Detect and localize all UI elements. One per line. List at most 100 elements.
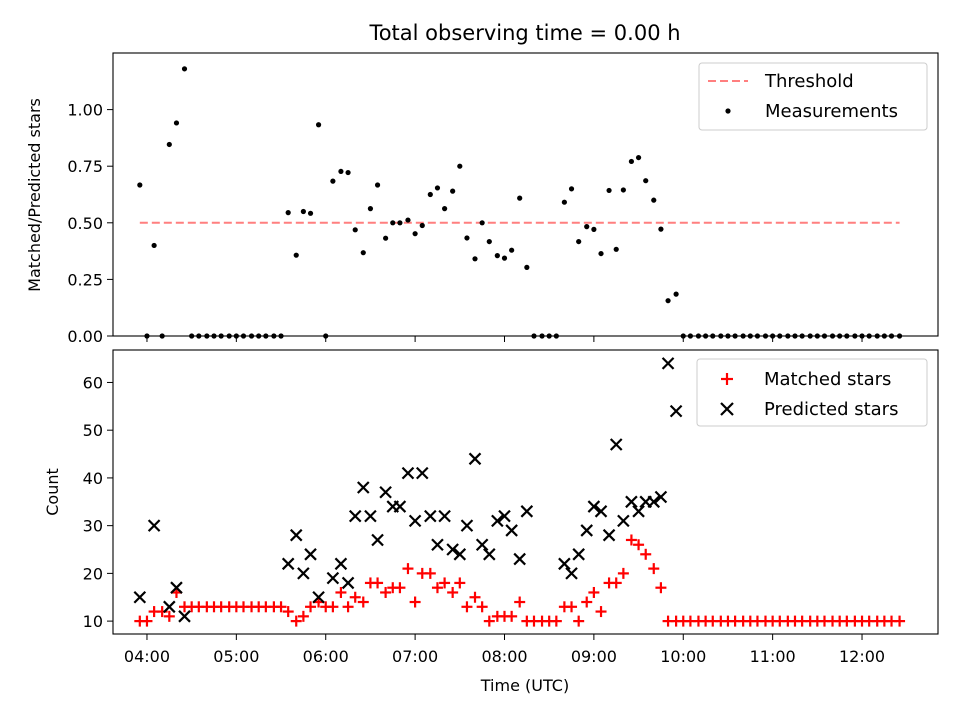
- matched-star-marker: [506, 610, 518, 622]
- measurement-point: [293, 252, 299, 258]
- bottom-x-tick-label: 05:00: [213, 647, 259, 666]
- bottom-x-tick-label: 11:00: [750, 647, 796, 666]
- predicted-star-marker: [558, 557, 571, 571]
- measurement-point: [509, 247, 515, 253]
- measurement-point: [352, 227, 358, 233]
- measurement-point: [472, 256, 478, 262]
- matched-star-marker: [633, 539, 645, 551]
- matched-star-marker: [454, 577, 466, 589]
- bottom-y-axis: 10 20 30 40 50 60: [83, 373, 113, 631]
- predicted-star-marker: [594, 505, 608, 518]
- bottom-panel: 10 20 30 40 50 60 04:00 05:00 06:00 07:00 08:00 09…: [43, 349, 939, 695]
- measurement-point: [315, 122, 322, 128]
- predicted-star-marker: [513, 552, 526, 566]
- predicted-stars-layer: [133, 357, 683, 623]
- measurement-point: [173, 120, 180, 126]
- predicted-star-marker: [297, 567, 310, 580]
- top-y-tick-label: 0.50: [67, 214, 103, 233]
- measurement-point: [338, 168, 344, 175]
- predicted-star-marker: [379, 485, 392, 499]
- matched-star-marker: [424, 567, 436, 579]
- measurement-point: [390, 220, 396, 226]
- matched-star-marker: [894, 615, 906, 627]
- predicted-star-marker: [408, 514, 422, 528]
- measurement-point: [517, 195, 523, 201]
- matched-star-marker: [514, 596, 526, 608]
- matched-star-marker: [335, 586, 347, 598]
- bottom-y-tick-label: 60: [83, 373, 103, 392]
- top-legend-frame: [698, 62, 928, 131]
- matched-star-marker: [402, 563, 414, 575]
- measurement-point: [576, 238, 582, 245]
- top-y-tick-label: 1.00: [67, 101, 103, 120]
- matched-star-marker: [625, 534, 637, 546]
- predicted-star-marker: [147, 519, 161, 532]
- predicted-star-marker: [647, 495, 661, 509]
- measurement-point: [457, 163, 463, 169]
- matched-star-marker: [141, 615, 153, 627]
- predicted-star-marker: [281, 557, 295, 571]
- measurement-point: [598, 250, 604, 257]
- predicted-star-marker: [632, 505, 645, 518]
- top-y-tick-label: 0.00: [67, 327, 103, 346]
- measurement-point: [181, 66, 188, 72]
- predicted-star-marker: [289, 528, 303, 542]
- predicted-star-marker: [661, 357, 675, 370]
- measurement-point: [412, 231, 418, 237]
- measurement-point: [606, 187, 612, 194]
- matched-star-marker: [550, 615, 562, 627]
- measurement-point: [151, 242, 157, 249]
- predicted-star-marker: [371, 533, 384, 547]
- measurement-point: [419, 222, 425, 229]
- legend-predicted-swatch: [720, 402, 734, 416]
- predicted-star-marker: [460, 519, 474, 532]
- legend-predicted-label: Predicted stars: [764, 399, 898, 420]
- measurement-point: [643, 178, 649, 184]
- predicted-star-marker: [505, 524, 518, 537]
- matched-star-marker: [447, 586, 459, 598]
- predicted-star-marker: [304, 548, 317, 561]
- predicted-star-marker: [617, 514, 630, 528]
- measurement-point: [330, 178, 336, 184]
- predicted-star-marker: [438, 509, 451, 523]
- predicted-star-marker: [587, 500, 601, 513]
- measurement-point: [137, 182, 143, 188]
- bottom-x-tick-label: 08:00: [481, 647, 527, 666]
- legend-measurements-label: Measurements: [765, 101, 898, 122]
- predicted-star-marker: [170, 581, 183, 594]
- measurement-point: [405, 217, 411, 223]
- bottom-y-tick-label: 30: [83, 517, 103, 536]
- predicted-star-marker: [453, 548, 467, 561]
- predicted-star-marker: [669, 404, 683, 418]
- matched-star-marker: [290, 615, 302, 627]
- predicted-star-marker: [572, 548, 585, 561]
- top-y-tick-label: 0.75: [67, 157, 103, 176]
- measurement-point: [300, 208, 306, 215]
- measurement-point: [166, 141, 172, 148]
- legend-threshold-label: Threshold: [764, 71, 854, 92]
- predicted-star-marker: [393, 500, 407, 513]
- matched-star-marker: [275, 601, 287, 613]
- predicted-star-marker: [625, 495, 638, 509]
- measurement-point: [494, 253, 500, 259]
- predicted-star-marker: [424, 509, 437, 523]
- measurement-point: [383, 235, 389, 241]
- predicted-star-marker: [609, 438, 623, 451]
- matched-star-marker: [439, 577, 451, 589]
- measurement-point: [613, 246, 619, 252]
- matched-star-marker: [380, 586, 392, 598]
- bottom-y-tick-label: 50: [83, 421, 103, 440]
- bottom-x-tick-label: 09:00: [571, 647, 617, 666]
- top-x-axis: [146, 336, 863, 342]
- matched-star-marker: [461, 601, 473, 613]
- predicted-star-marker: [341, 576, 355, 590]
- bottom-x-tick-label: 12:00: [839, 647, 885, 666]
- bottom-legend: Matched stars Predicted stars: [696, 358, 928, 427]
- matched-star-marker: [349, 591, 361, 603]
- matched-star-marker: [282, 606, 294, 618]
- legend-matched-swatch: [721, 373, 733, 385]
- measurement-point: [397, 220, 403, 226]
- measurement-point: [561, 199, 567, 205]
- predicted-star-marker: [364, 509, 377, 523]
- matched-star-marker: [640, 548, 652, 560]
